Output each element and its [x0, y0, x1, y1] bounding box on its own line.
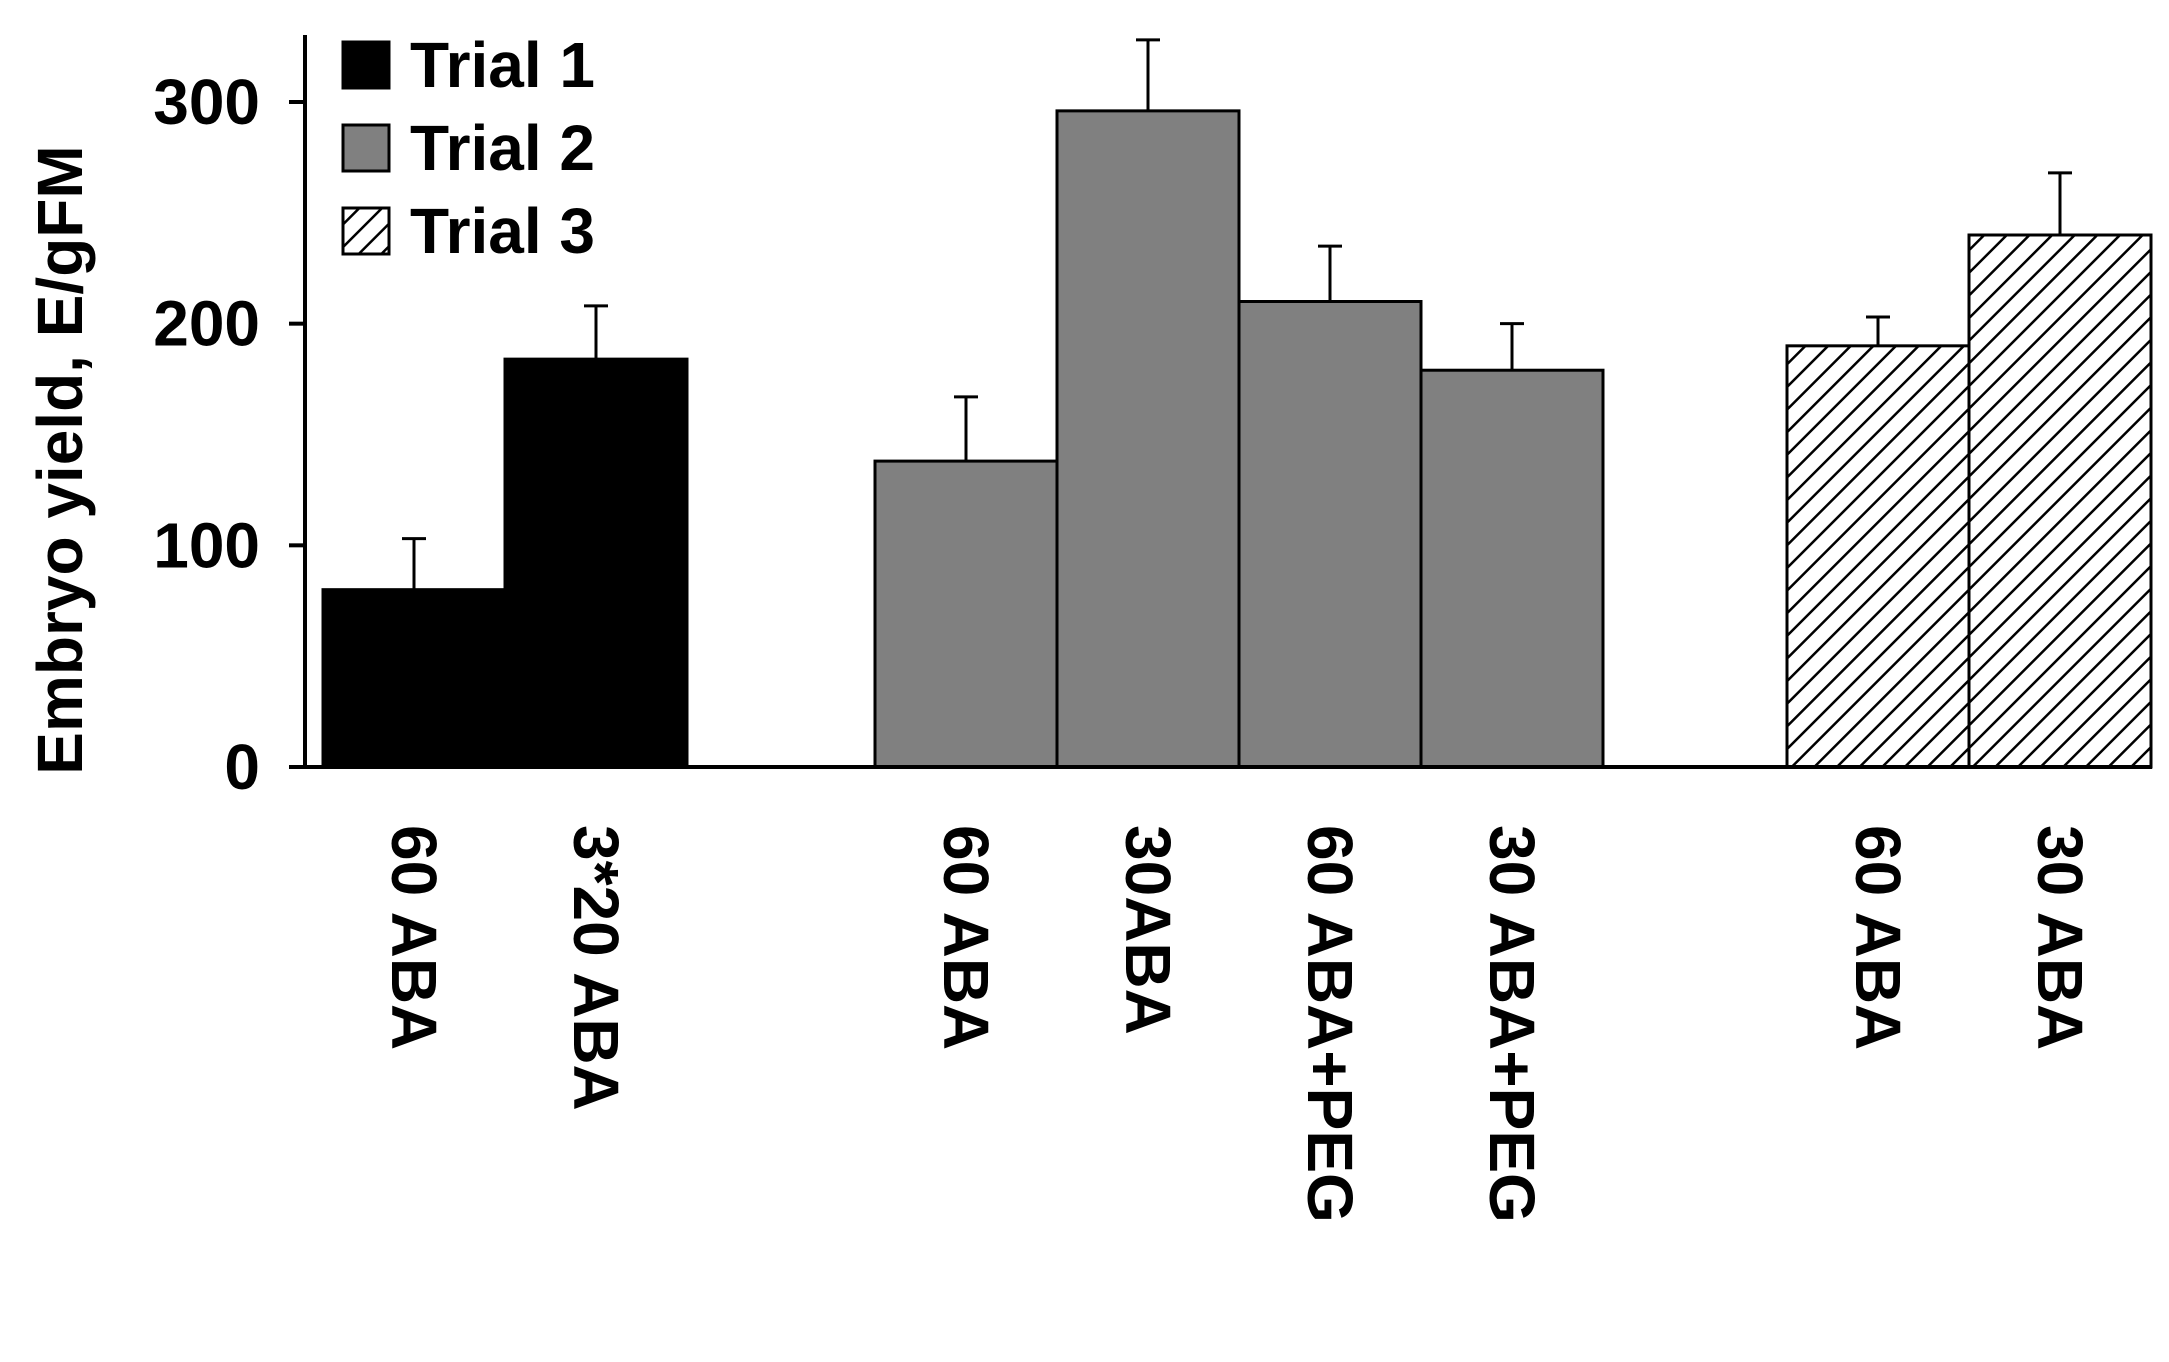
category-label-2-4: 30 ABA+PEG [1476, 825, 1548, 1223]
legend: Trial 1 Trial 2 Trial 3 [341, 29, 595, 267]
bar-2-4 [1419, 368, 1605, 769]
category-label-3-2: 30 ABA [2024, 825, 2096, 1050]
y-ticks: 0 100 200 300 [153, 66, 305, 803]
bar-3-1 [1785, 344, 1971, 769]
category-label-2-1: 60 ABA [930, 825, 1002, 1050]
legend-label-2: Trial 2 [410, 112, 595, 184]
legend-swatch-1 [341, 40, 391, 90]
bars-layer [321, 109, 2153, 769]
bar-2-2 [1055, 109, 1241, 769]
axes [303, 35, 2152, 769]
bar-2-3 [1237, 300, 1423, 769]
error-bars-layer [402, 38, 2072, 590]
category-label-1-1: 60 ABA [378, 825, 450, 1050]
bar-1-2 [503, 357, 689, 769]
category-labels: 60 ABA 3*20 ABA 60 ABA 30ABA 60 ABA+PEG 30 AB… [378, 825, 2096, 1223]
y-tick-label-200: 200 [153, 288, 260, 360]
y-tick-label-300: 300 [153, 66, 260, 138]
y-axis-title: Embryo yield, E/gFM [24, 145, 96, 774]
legend-swatch-3 [341, 206, 391, 256]
bar-2-1 [873, 459, 1059, 769]
y-tick-label-100: 100 [153, 509, 260, 581]
legend-swatch-2 [341, 123, 391, 173]
y-tick-label-0: 0 [224, 731, 260, 803]
bar-1-1 [321, 588, 507, 769]
category-label-1-2: 3*20 ABA [560, 825, 632, 1111]
category-label-3-1: 60 ABA [1842, 825, 1914, 1050]
legend-label-3: Trial 3 [410, 195, 595, 267]
bar-3-2 [1967, 233, 2153, 769]
legend-label-1: Trial 1 [410, 29, 595, 101]
category-label-2-2: 30ABA [1112, 825, 1184, 1035]
category-label-2-3: 60 ABA+PEG [1294, 825, 1366, 1223]
